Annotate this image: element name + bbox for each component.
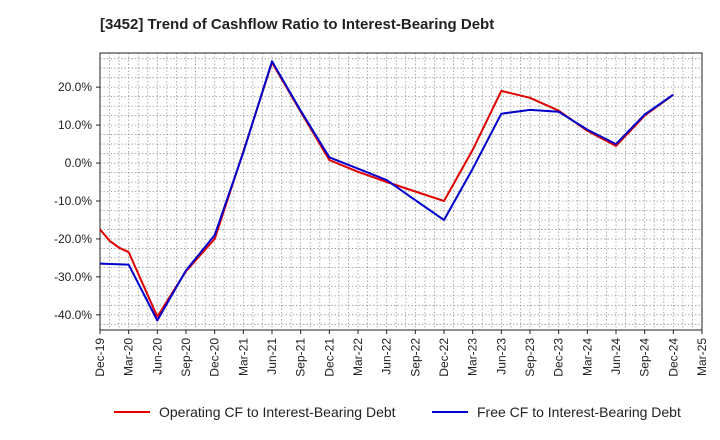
x-tick-label: Mar-22 [351, 338, 365, 376]
plot-frame [99, 52, 703, 331]
x-tick-label: Mar-24 [580, 338, 594, 376]
x-tick-label: Dec-21 [322, 338, 336, 377]
y-tick-label: -40.0% [54, 308, 92, 322]
legend: Operating CF to Interest-Bearing Debt Fr… [0, 404, 720, 424]
y-tick-label: 0.0% [65, 156, 93, 170]
x-tick-label: Sep-24 [638, 338, 652, 377]
x-tick-label: Jun-23 [494, 338, 508, 375]
legend-item-free-cf: Free CF to Interest-Bearing Debt [432, 404, 681, 420]
y-tick-label: -20.0% [54, 232, 92, 246]
legend-swatch-operating-cf [114, 411, 150, 413]
legend-item-operating-cf: Operating CF to Interest-Bearing Debt [114, 404, 396, 420]
x-tick-label: Dec-22 [437, 338, 451, 377]
x-tick-label: Sep-20 [179, 338, 193, 377]
x-tick-label: Mar-25 [695, 338, 709, 376]
y-tick-label: -30.0% [54, 270, 92, 284]
x-tick-label: Sep-23 [523, 338, 537, 377]
legend-label-free-cf: Free CF to Interest-Bearing Debt [477, 404, 681, 420]
chart-title: [3452] Trend of Cashflow Ratio to Intere… [100, 16, 495, 33]
x-tick-label: Dec-24 [666, 338, 680, 377]
x-tick-label: Jun-24 [609, 338, 623, 375]
x-tick-label: Dec-19 [93, 338, 107, 377]
y-tick-label: 20.0% [58, 80, 92, 94]
x-tick-label: Jun-20 [150, 338, 164, 375]
x-tick-label: Sep-22 [408, 338, 422, 377]
x-tick-label: Jun-22 [380, 338, 394, 375]
legend-label-operating-cf: Operating CF to Interest-Bearing Debt [159, 404, 396, 420]
x-tick-label: Mar-21 [236, 338, 250, 376]
y-tick-label: -10.0% [54, 194, 92, 208]
x-tick-label: Mar-23 [466, 338, 480, 376]
y-tick-label: 10.0% [58, 118, 92, 132]
x-tick-label: Jun-21 [265, 338, 279, 375]
x-tick-label: Mar-20 [122, 338, 136, 376]
x-tick-label: Dec-20 [208, 338, 222, 377]
x-tick-label: Sep-21 [294, 338, 308, 377]
series-line-free-cf [99, 60, 674, 322]
legend-swatch-free-cf [432, 411, 468, 413]
x-tick-label: Dec-23 [552, 338, 566, 377]
